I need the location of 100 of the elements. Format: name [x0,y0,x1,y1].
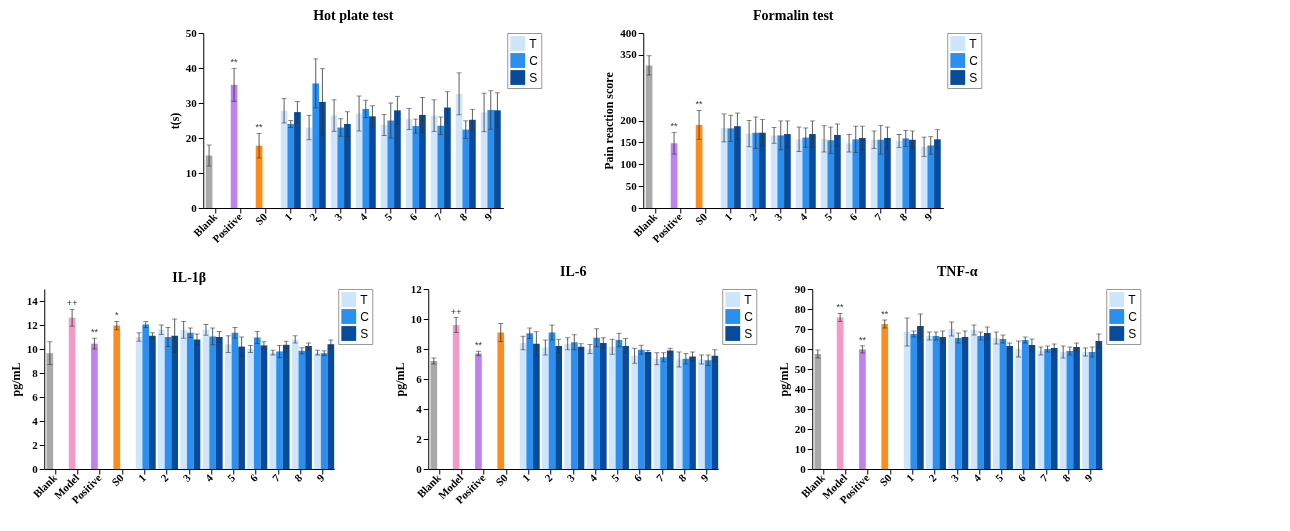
bar [593,337,600,469]
y-axis-title: t(s) [167,112,182,130]
bar [910,334,918,469]
x-tick-label: 3 [564,471,578,484]
bar [884,138,891,208]
legend-label: C [529,53,539,68]
x-tick-label: 6 [1015,471,1029,484]
bar [852,139,860,208]
bar [802,137,810,208]
legend-label: T [1128,292,1137,307]
y-tick-label: 0 [416,462,423,475]
bar [689,356,696,469]
x-tick-label: 5 [609,471,622,484]
legend-label: C [744,309,754,324]
x-tick-label: 1 [135,471,149,484]
x-tick-label: 3 [180,471,194,484]
legend-label: C [360,309,370,324]
y-tick-label: 50 [625,179,638,192]
bar [711,355,719,469]
bar [253,337,261,469]
bar [927,145,935,208]
bar [419,114,426,208]
y-tick-label: 200 [620,114,638,126]
x-tick-label: 2 [542,471,555,484]
bar [164,337,172,469]
y-tick-label: 2 [416,432,423,445]
chart-title: Hot plate test [313,8,394,23]
annotation: ** [858,334,867,345]
x-tick-label: 5 [381,210,395,223]
bar [412,126,420,208]
annotation: ** [881,309,889,319]
x-tick-label: 7 [871,210,885,223]
x-tick-label: 2 [746,210,760,223]
bar [622,346,629,469]
x-tick-label: 7 [1037,471,1051,484]
bar [645,65,653,208]
bar [327,344,335,469]
bar [836,317,844,469]
bar [294,112,301,208]
bar [209,336,216,469]
bar [1044,349,1051,469]
bar [615,340,623,469]
bar [827,140,835,208]
bar [845,143,853,208]
x-tick-label: 5 [821,210,835,223]
x-tick-label: 9 [921,210,935,223]
bar [444,107,451,208]
bar [369,116,376,208]
x-tick-label: 8 [1059,471,1073,484]
bar [526,333,534,469]
x-tick-label: 1 [903,471,917,484]
y-tick-label: 10 [185,166,198,179]
annotation: ** [255,121,264,132]
bar [497,332,505,469]
bar [599,343,607,469]
bar [653,358,661,469]
bar [770,135,778,208]
bar [704,360,712,469]
x-tick-label: 7 [269,471,283,484]
bar [305,346,312,469]
bar [675,359,683,469]
bar [387,120,395,208]
y-tick-label: 2 [32,438,39,451]
y-axis-title: Pain reaction score [602,71,617,170]
bar [917,326,924,469]
bar [1021,340,1029,469]
x-tick-label: 4 [202,471,216,484]
x-tick-label: 5 [993,471,1006,484]
bar [487,110,495,208]
x-tick-label: 1 [281,210,295,223]
bar [319,101,326,208]
bar [452,325,460,469]
bar [1037,351,1045,469]
bar [1082,352,1089,469]
x-tick-label: 6 [247,471,261,484]
bar [1050,348,1058,469]
bar [948,329,955,469]
legend-label: T [360,292,369,307]
y-tick-label: 12 [410,282,423,295]
chart-title: TNF-α [937,264,978,279]
bar [247,349,254,469]
x-tick-label: S0 [493,471,511,489]
chart-title: Formalin test [753,8,834,23]
bar [932,336,940,469]
bar [405,119,413,208]
bar [171,335,179,469]
bar [902,138,910,208]
bar [519,343,527,469]
x-tick-label: 5 [225,471,238,484]
annotation: ** [695,99,704,110]
x-tick-label: 2 [306,210,320,223]
bar [564,343,571,469]
bar [934,139,941,208]
legend-label: T [969,36,978,51]
bar [970,330,978,469]
bar [637,349,645,469]
bar [238,346,245,469]
y-tick-label: 10 [410,312,423,325]
bar [644,352,652,469]
y-tick-label: 8 [32,366,39,379]
